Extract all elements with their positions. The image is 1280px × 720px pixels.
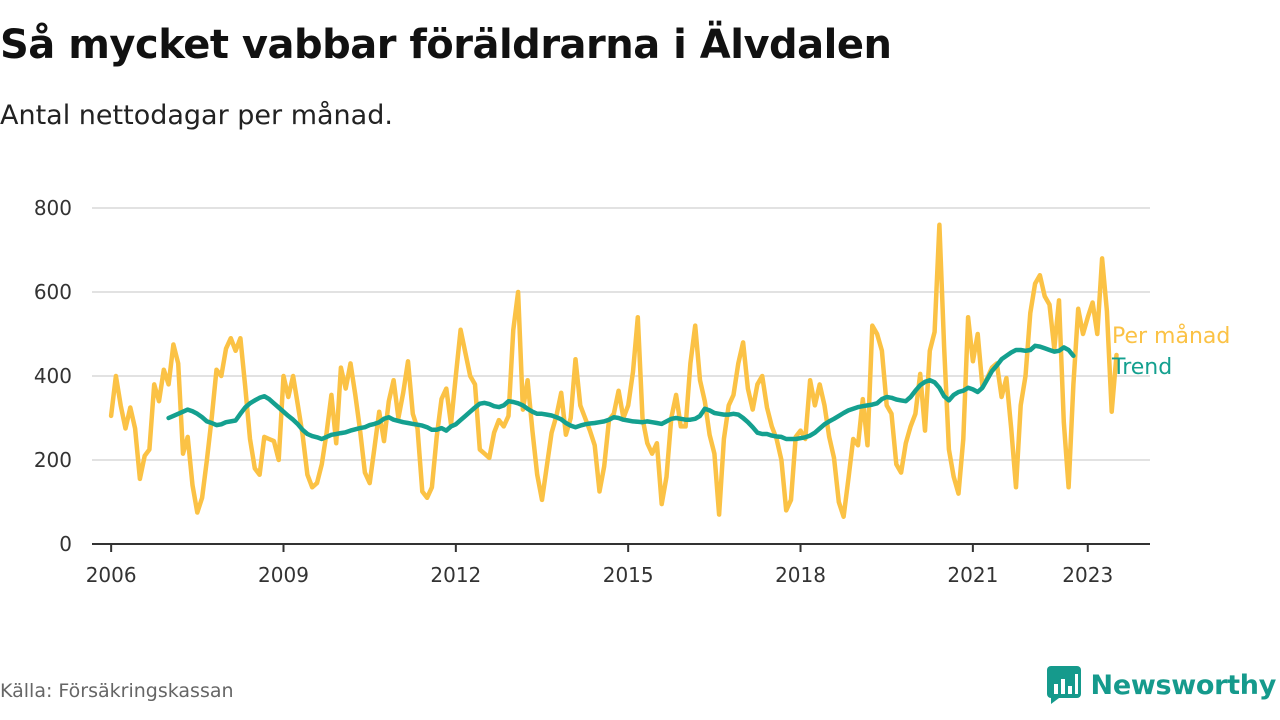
y-axis-ticks: 0 200 400 600 800 [34, 196, 72, 556]
newsworthy-logo-icon [1046, 666, 1081, 704]
x-tick-label: 2018 [775, 563, 826, 587]
brand-name: Newsworthy [1090, 669, 1277, 701]
x-tick-label: 2015 [603, 563, 654, 587]
x-tick-label: 2021 [947, 563, 998, 587]
legend-label-trend: Trend [1111, 355, 1172, 380]
x-tick-label: 2009 [258, 563, 309, 587]
legend: Per månad Trend [1111, 323, 1230, 380]
chart-subtitle: Antal nettodagar per månad. [0, 100, 393, 131]
series-line-trend [166, 343, 1076, 442]
chart-title: Så mycket vabbar föräldrarna i Älvdalen [0, 22, 892, 68]
y-tick-label: 800 [34, 196, 72, 220]
x-tick-label: 2023 [1062, 563, 1113, 587]
gridlines [92, 207, 1150, 461]
y-tick-label: 400 [34, 364, 72, 388]
x-tick-label: 2006 [86, 563, 137, 587]
legend-label-per-manad: Per månad [1112, 323, 1230, 349]
x-axis-ticks: 2006 2009 2012 2015 2018 2021 2023 [86, 543, 1150, 587]
source-note: Källa: Försäkringskassan [0, 680, 234, 702]
brand-logo-block: Newsworthy [1046, 666, 1277, 704]
y-tick-label: 600 [34, 280, 72, 304]
x-tick-label: 2012 [430, 563, 481, 587]
y-tick-label: 0 [59, 532, 72, 556]
series-line-per-manad [108, 222, 1119, 519]
y-tick-label: 200 [34, 448, 72, 472]
series-lines [108, 222, 1119, 519]
